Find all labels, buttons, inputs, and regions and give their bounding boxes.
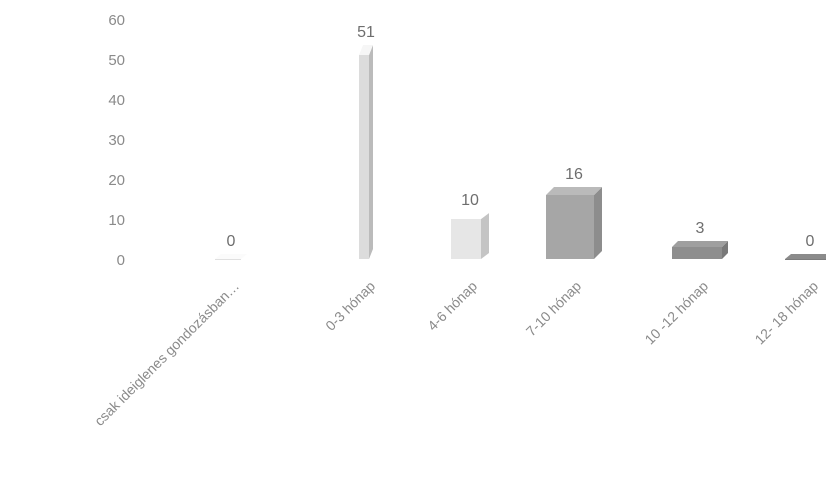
bar-top	[546, 187, 602, 195]
x-tick-label: 10 -12 hónap	[641, 278, 711, 348]
bar-front	[785, 259, 826, 260]
bar	[451, 213, 489, 259]
data-label: 16	[565, 166, 583, 183]
x-tick-label: 0-3 hónap	[322, 278, 378, 334]
bar-side	[481, 213, 489, 259]
bar-front	[451, 219, 481, 259]
data-label: 0	[227, 233, 236, 250]
bar-side	[594, 187, 602, 259]
bar-top	[785, 254, 826, 259]
bar-side	[369, 45, 373, 259]
bar-front	[359, 55, 369, 259]
bar-front	[672, 247, 722, 259]
data-label: 10	[461, 192, 479, 209]
bar-front	[215, 259, 241, 260]
bar	[546, 187, 602, 259]
y-tick-label: 20	[108, 172, 125, 189]
data-label: 0	[806, 233, 815, 250]
bar	[215, 254, 247, 260]
bar-top	[359, 45, 373, 55]
x-tick-label: 4-6 hónap	[424, 278, 480, 334]
data-label: 51	[357, 24, 375, 41]
x-axis-labels: csak ideiglenes gondozásban… 0-3 hónap 4-6…	[91, 278, 821, 429]
y-tick-label: 10	[108, 212, 125, 229]
bar-top	[451, 213, 489, 219]
x-tick-label: 12- 18 hónap	[751, 278, 821, 348]
bar-top	[215, 254, 247, 259]
bar	[785, 254, 826, 260]
y-tick-label: 50	[108, 52, 125, 69]
bar-front	[546, 195, 594, 259]
data-label: 3	[696, 220, 705, 237]
data-labels: 0 51 10 16 3 0	[227, 24, 815, 250]
bars	[215, 45, 826, 260]
bar	[359, 45, 373, 259]
y-tick-label: 40	[108, 92, 125, 109]
y-tick-label: 30	[108, 132, 125, 149]
bar-top	[672, 241, 728, 247]
y-axis: 60 50 40 30 20 10 0	[108, 12, 125, 269]
y-tick-label: 60	[108, 12, 125, 29]
x-tick-label: csak ideiglenes gondozásban…	[91, 278, 242, 429]
x-tick-label: 7-10 hónap	[523, 278, 585, 340]
y-tick-label: 0	[117, 252, 125, 269]
bar	[672, 241, 728, 259]
